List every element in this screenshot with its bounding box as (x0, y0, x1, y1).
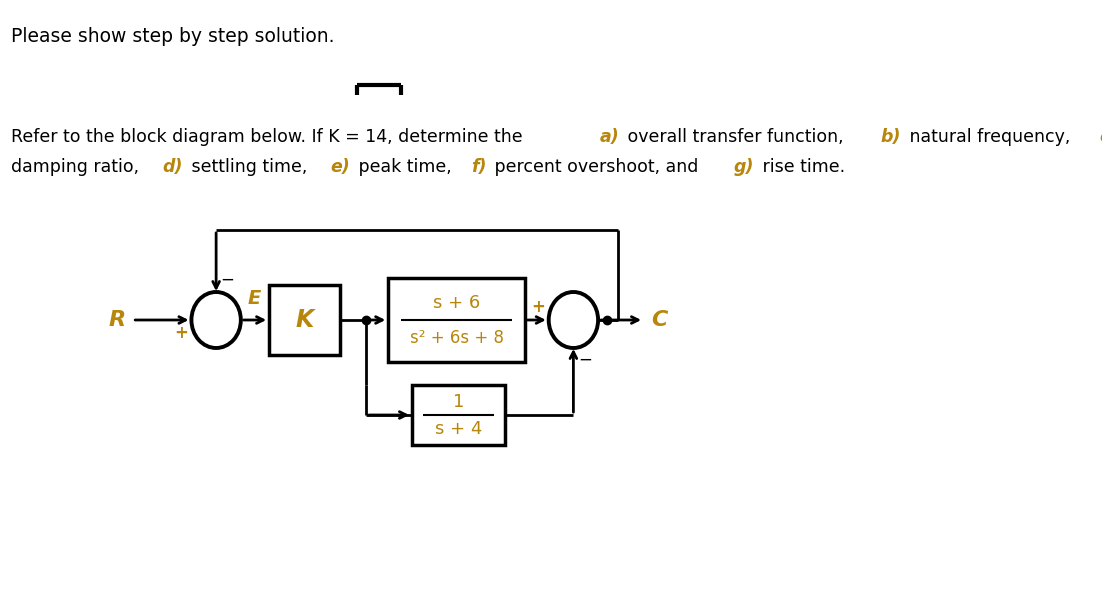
Text: rise time.: rise time. (757, 158, 845, 176)
Text: s + 6: s + 6 (433, 294, 480, 312)
Text: a): a) (599, 128, 619, 146)
Text: Refer to the block diagram below. If K = 14, determine the: Refer to the block diagram below. If K =… (11, 128, 528, 146)
Text: percent overshoot, and: percent overshoot, and (489, 158, 704, 176)
Text: peak time,: peak time, (353, 158, 457, 176)
Text: s + 4: s + 4 (434, 420, 482, 438)
Text: 1: 1 (453, 393, 464, 411)
Text: e): e) (331, 158, 350, 176)
Text: settling time,: settling time, (186, 158, 313, 176)
Text: natural frequency,: natural frequency, (904, 128, 1076, 146)
Text: E: E (248, 289, 261, 308)
Text: c): c) (1099, 128, 1102, 146)
Bar (269, 285, 339, 355)
Text: overall transfer function,: overall transfer function, (622, 128, 849, 146)
Text: −: − (220, 271, 235, 289)
Text: +: + (174, 324, 188, 342)
Bar (412, 385, 505, 445)
Bar (388, 278, 525, 362)
Text: C: C (651, 310, 668, 330)
Text: b): b) (880, 128, 900, 146)
Text: R: R (108, 310, 126, 330)
Text: f): f) (472, 158, 487, 176)
Text: −: − (577, 351, 592, 369)
Text: g): g) (734, 158, 754, 176)
Text: s² + 6s + 8: s² + 6s + 8 (410, 329, 504, 347)
Text: K: K (295, 308, 313, 332)
Text: +: + (531, 298, 545, 316)
Text: damping ratio,: damping ratio, (11, 158, 144, 176)
Text: Please show step by step solution.: Please show step by step solution. (11, 27, 334, 46)
Text: d): d) (163, 158, 183, 176)
